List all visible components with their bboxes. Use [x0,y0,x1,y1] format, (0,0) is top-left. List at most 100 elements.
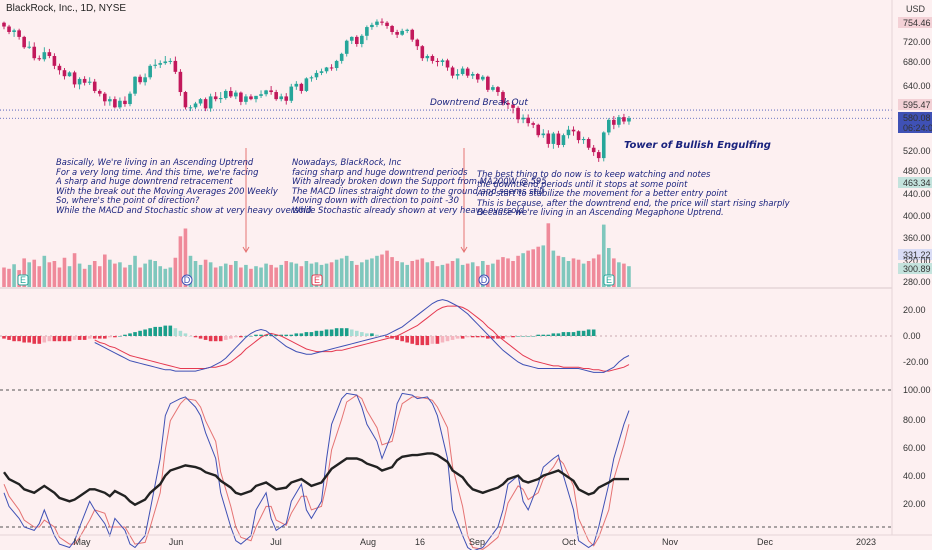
candle-body [188,107,193,109]
macd-histogram-bar [138,330,142,336]
volume-bar [329,262,334,287]
candle [173,56,178,75]
time-tick-label: Jul [270,537,282,547]
macd-histogram-bar [158,326,163,336]
volume-bar [596,254,601,287]
macd-histogram-bar [294,333,299,336]
candle-body [178,71,183,93]
candle-body [289,86,294,101]
macd-histogram-bar [309,332,314,336]
candle [521,114,525,124]
macd-histogram-bar [92,336,97,339]
volume-bar [536,246,541,287]
volume-bar [586,261,591,287]
candle [203,97,208,112]
note-right: The best thing to do now is to keep watc… [477,169,790,218]
macd-histogram-bar [375,334,379,336]
volume-bar [622,263,626,287]
macd-histogram-bar [319,330,324,336]
candle-body [481,76,485,80]
candle-body [541,133,546,136]
candle [329,64,334,71]
candle-body [234,92,238,97]
macd-histogram-bar [173,328,178,336]
marker-badge [311,274,323,286]
candle [143,73,147,86]
price-tick: 754.46 [898,17,932,28]
candle [390,24,394,35]
volume-bar [108,259,112,287]
macd-histogram-bar [239,336,243,338]
volume-bar [526,250,530,287]
macd-histogram-bar [365,333,369,336]
candle [133,76,137,96]
candle [541,129,546,138]
candle-body [526,117,530,124]
candle [425,54,430,62]
candle-body [344,40,349,54]
macd-histogram-bar [370,333,374,336]
volume-bar [551,250,556,287]
candle [108,96,112,106]
volume-bar [566,261,571,287]
candle [254,95,258,103]
price-tick: 720.00 [903,37,931,47]
macd-histogram-bar [148,328,152,336]
macd-histogram-bar [208,336,213,342]
candle [586,137,591,150]
marker-letter: E [314,275,320,285]
price-tick: 400.00 [903,211,931,221]
candle-body [571,129,576,132]
time-tick-label: May [73,537,91,547]
macd-line [94,299,630,373]
candle [208,93,213,112]
candle [465,66,470,78]
price-tick-label: 280.00 [903,277,931,287]
volume-bar [571,258,576,287]
stoch-tick-label: 40.00 [903,471,926,481]
candle [289,83,294,103]
candle [526,114,530,127]
macd-histogram-bar [103,336,107,339]
macd-histogram-bar [128,333,132,336]
macd-histogram-bar [445,336,450,342]
price-tick-label: 300.89 [903,264,931,274]
candle [244,94,248,105]
volume-bar [188,255,193,287]
price-tick: 360.00 [903,233,931,243]
volume-bar [173,257,178,287]
candle-body [329,67,334,69]
dividend-marker: D [181,274,193,286]
volume-bar [27,262,31,287]
candle [32,42,37,61]
candle-body [304,78,309,91]
macd-histogram-bar [355,330,359,336]
candle [314,70,319,81]
volume-bar [541,245,546,287]
dividend-marker: D [478,274,490,286]
candle-body [627,118,631,122]
candle-body [339,53,344,61]
price-tick-label: 400.00 [903,211,931,221]
candle-body [223,90,228,99]
volume-bar [97,266,102,287]
chart-title: BlackRock, Inc., 1D, NYSE [6,3,127,14]
volume-bar [47,262,52,287]
macd-histogram-bar [496,336,500,339]
macd-histogram-bar [435,336,440,344]
volume-bar [460,264,465,287]
macd-histogram-bar [395,336,399,340]
candle-body [475,74,480,80]
volume-bar [475,266,480,287]
macd-histogram-bar [37,336,42,344]
volume-bar [576,259,581,287]
marker-badge [478,274,490,286]
time-tick-label: 2023 [856,537,876,547]
volume-bar [32,259,37,287]
candle-body [400,30,404,35]
candle-body [405,29,409,31]
volume-bar [279,264,283,287]
macd-histogram-bar [546,334,551,336]
marker-badge [181,274,193,286]
